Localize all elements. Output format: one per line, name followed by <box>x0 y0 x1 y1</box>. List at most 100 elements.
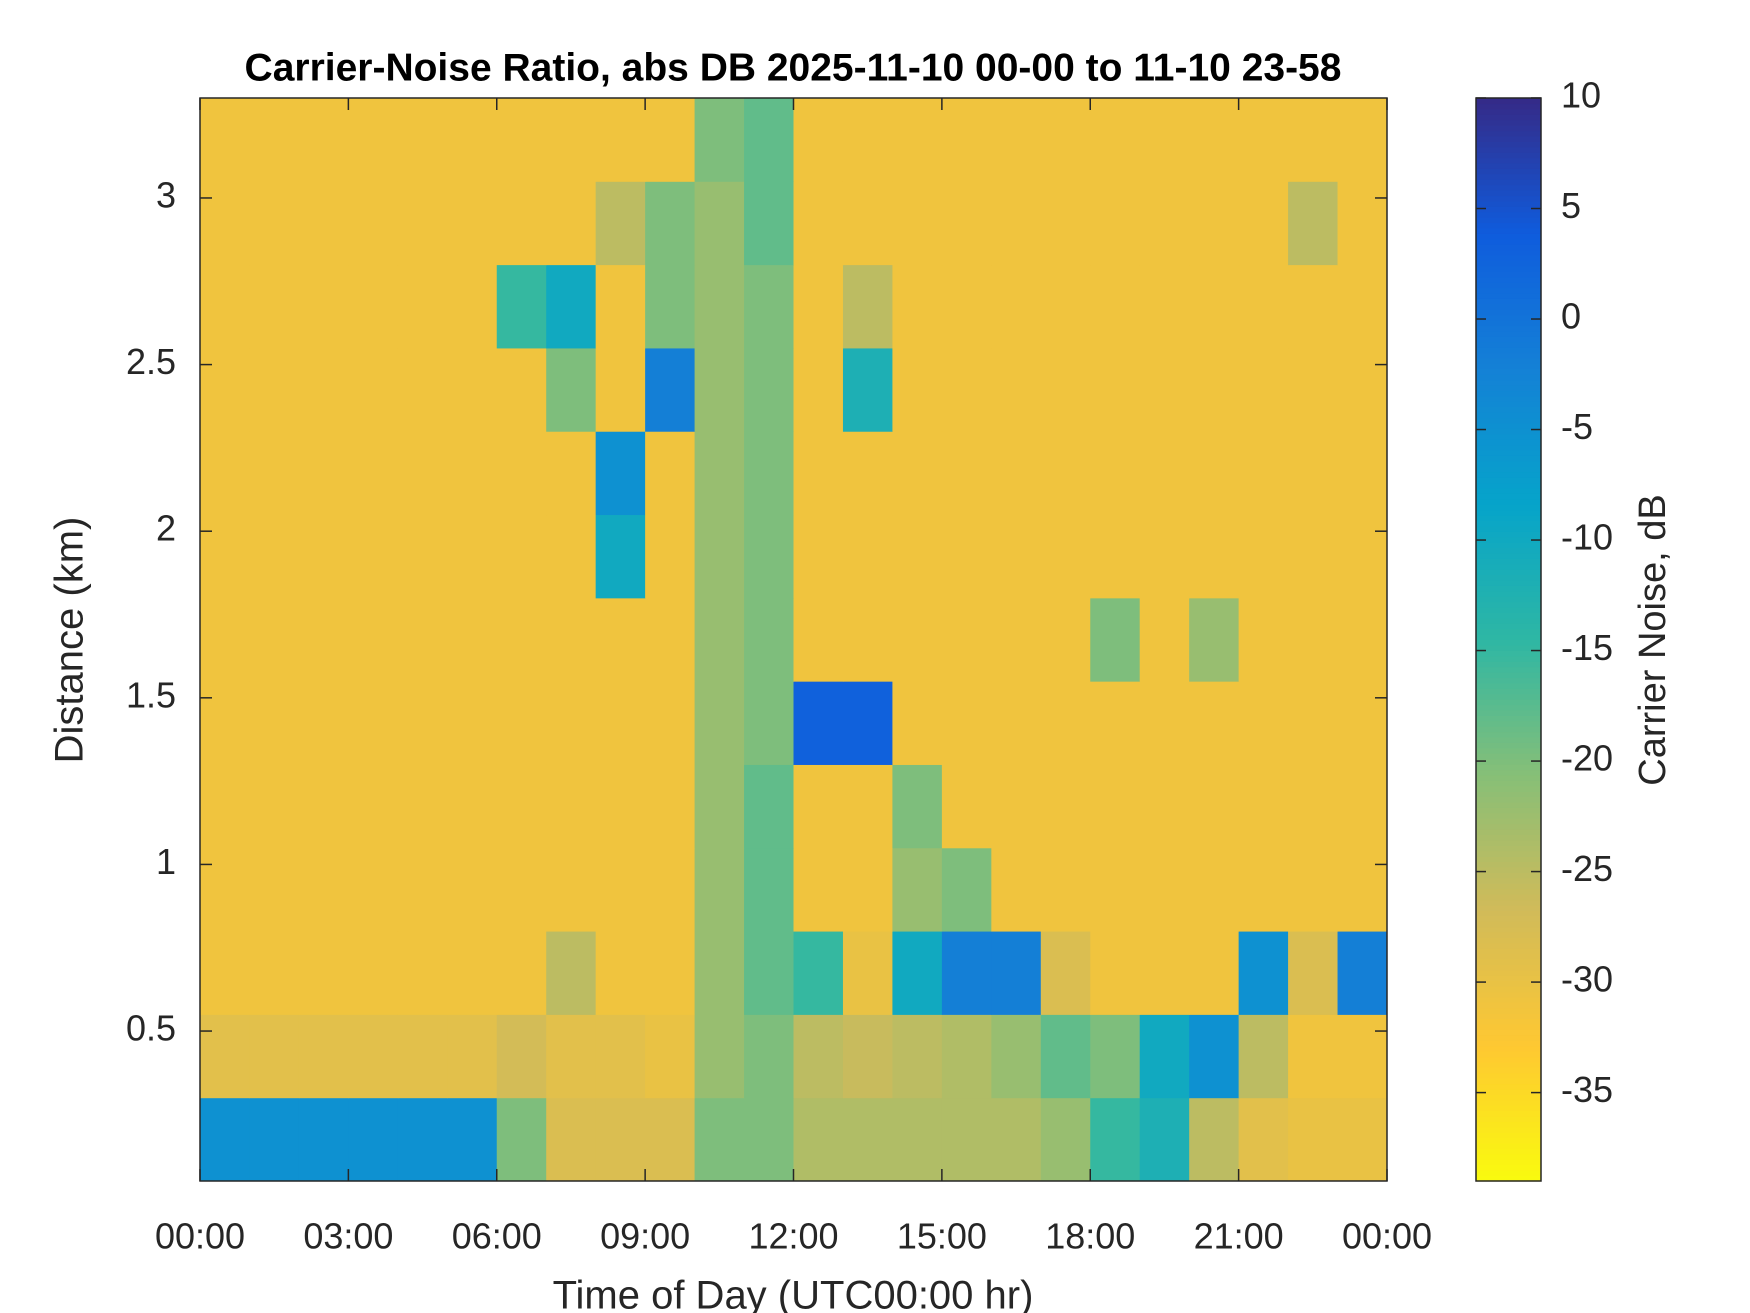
colorbar-segment <box>1476 726 1541 733</box>
colorbar-segment <box>1476 1153 1541 1160</box>
colorbar-segment <box>1476 1126 1541 1133</box>
heat-cell <box>1139 514 1190 599</box>
y-axis-label: Distance (km) <box>48 517 92 764</box>
heat-cell <box>546 847 597 932</box>
heat-cell <box>744 1014 794 1099</box>
heat-cell <box>1288 597 1339 682</box>
heat-cell <box>1288 264 1339 349</box>
colorbar-segment <box>1476 525 1541 532</box>
heat-cell <box>397 431 448 516</box>
heat-cell <box>892 931 943 1015</box>
colorbar-segment <box>1476 709 1541 716</box>
colorbar-segment <box>1476 926 1541 933</box>
colorbar-segment <box>1476 401 1541 408</box>
colorbar-segment <box>1476 531 1541 538</box>
heat-cell <box>842 931 893 1015</box>
heat-cell <box>1288 847 1339 932</box>
heat-cell <box>200 681 250 765</box>
heat-cell <box>842 181 893 266</box>
heat-cell <box>298 514 349 599</box>
heat-cell <box>941 431 992 516</box>
heat-cell <box>1238 98 1289 182</box>
colorbar-tick-label: -30 <box>1561 959 1613 1000</box>
heat-cell <box>546 1014 597 1099</box>
colorbar-segment <box>1476 1023 1541 1030</box>
heat-cell <box>1288 347 1339 432</box>
colorbar-segment <box>1476 574 1541 581</box>
colorbar-segment <box>1476 352 1541 359</box>
heat-cell <box>793 681 844 765</box>
heat-cell <box>595 764 646 849</box>
heat-cell <box>1288 98 1339 182</box>
colorbar-segment <box>1476 1175 1541 1182</box>
heat-cell <box>1238 431 1289 516</box>
heat-cell <box>941 1097 992 1182</box>
heat-cell <box>200 847 250 932</box>
colorbar-segment <box>1476 888 1541 895</box>
colorbar-segment <box>1476 774 1541 781</box>
heat-cell <box>1139 681 1190 765</box>
heat-cell <box>1238 847 1289 932</box>
heat-cell <box>842 264 893 349</box>
heat-cell <box>298 597 349 682</box>
heat-cell <box>991 597 1042 682</box>
heat-cell <box>447 681 498 765</box>
colorbar-segment <box>1476 471 1541 478</box>
heat-cell <box>1337 514 1388 599</box>
heat-cell <box>1040 431 1091 516</box>
heat-cell <box>1238 347 1289 432</box>
colorbar-segment <box>1476 818 1541 825</box>
colorbar-segment <box>1476 477 1541 484</box>
y-tick-label: 1.5 <box>126 674 176 715</box>
heat-cell <box>1288 1014 1339 1099</box>
heat-cell <box>1238 597 1289 682</box>
colorbar-segment <box>1476 829 1541 836</box>
colorbar-segment <box>1476 942 1541 949</box>
heat-cell <box>892 98 943 182</box>
heat-cell <box>1337 1014 1388 1099</box>
colorbar-segment <box>1476 341 1541 348</box>
colorbar-segment <box>1476 1029 1541 1036</box>
colorbar-segment <box>1476 596 1541 603</box>
heat-cell <box>397 181 448 266</box>
heat-cell <box>645 181 696 266</box>
heat-cell <box>694 264 745 349</box>
colorbar-segment <box>1476 1018 1541 1025</box>
colorbar-segment <box>1476 374 1541 381</box>
heat-cell <box>447 931 498 1015</box>
heat-cell <box>1189 264 1240 349</box>
heat-cell <box>546 431 597 516</box>
heat-cell <box>1090 681 1141 765</box>
heat-cell <box>645 347 696 432</box>
colorbar-segment <box>1476 563 1541 570</box>
heat-cell <box>249 1014 300 1099</box>
colorbar-segment <box>1476 958 1541 965</box>
heat-cell <box>842 347 893 432</box>
heat-cell <box>1238 931 1289 1015</box>
heat-cell <box>941 181 992 266</box>
heat-cell <box>793 764 844 849</box>
heat-cell <box>1189 514 1240 599</box>
heat-cell <box>991 514 1042 599</box>
heat-cell <box>991 347 1042 432</box>
heat-cell <box>447 514 498 599</box>
colorbar-segment <box>1476 558 1541 565</box>
heat-cell <box>694 681 745 765</box>
heat-cell <box>200 764 250 849</box>
heat-cell <box>397 681 448 765</box>
colorbar-segment <box>1476 579 1541 586</box>
heat-cell <box>348 1097 399 1182</box>
colorbar-segment <box>1476 650 1541 657</box>
heat-cell <box>645 431 696 516</box>
heat-cell <box>348 514 399 599</box>
colorbar-segment <box>1476 1078 1541 1085</box>
heat-cell <box>546 931 597 1015</box>
colorbar-segment <box>1476 498 1541 505</box>
colorbar-segment <box>1476 953 1541 960</box>
heat-cell <box>348 847 399 932</box>
colorbar-segment <box>1476 368 1541 375</box>
heat-cell <box>447 264 498 349</box>
colorbar-segment <box>1476 736 1541 743</box>
heat-cell <box>447 181 498 266</box>
colorbar-segment <box>1476 731 1541 738</box>
